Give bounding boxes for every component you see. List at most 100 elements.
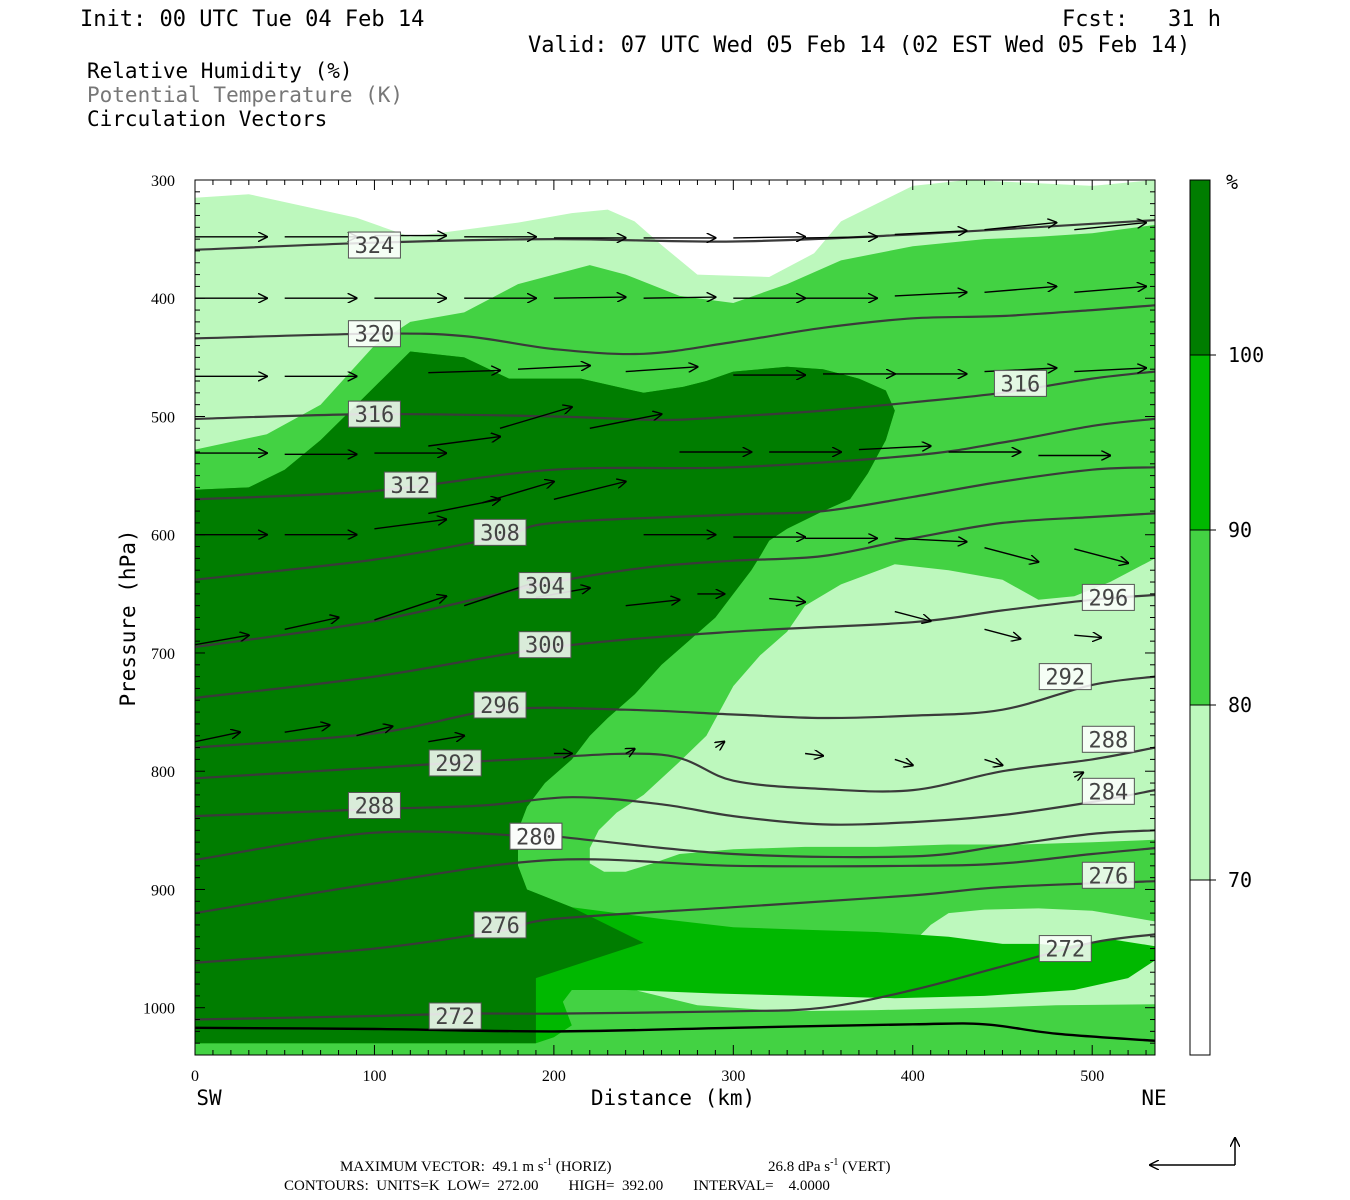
x-endpoint-right: NE: [1141, 1086, 1166, 1110]
x-tick-label: 100: [362, 1068, 386, 1085]
contour-label-284-b: 284: [1081, 777, 1135, 805]
contour-label-text: 276: [1088, 864, 1128, 889]
circulation-vector: [625, 367, 698, 372]
circulation-vector: [984, 547, 1039, 562]
circulation-vector: [428, 437, 500, 447]
theta-contour-276: [195, 880, 1155, 964]
theta-contour-280: [195, 847, 1155, 915]
contour-label-304: 304: [518, 572, 572, 600]
circulation-vector: [1074, 286, 1146, 293]
contour-labels: 324 320 316 316 312 308 304 300 296 296 292 292 288 2…: [347, 231, 1135, 1030]
circulation-vector: [984, 223, 1057, 231]
circulation-vector: [481, 482, 554, 504]
contour-label-288-b: 288: [1081, 725, 1135, 753]
circulation-vector: [984, 628, 1021, 639]
contour-label-272-b: 272: [1038, 935, 1092, 963]
circulation-vector: [715, 742, 724, 748]
contour-label-316: 316: [347, 400, 401, 428]
y-tick-label: 400: [151, 291, 175, 308]
colorbar-segment: [1189, 704, 1211, 881]
theta-contour-312: [195, 417, 1155, 501]
y-axis-label: Pressure (hPa): [116, 529, 140, 706]
circulation-vector: [284, 618, 339, 630]
contour-label-276-b: 276: [1081, 861, 1135, 889]
y-tick-label: 1000: [143, 1001, 175, 1018]
circulation-vector: [858, 446, 931, 450]
circulation-vector: [805, 754, 823, 756]
contour-label-text: 300: [525, 634, 565, 659]
contour-label-text: 292: [435, 752, 475, 777]
circulation-vector: [1074, 368, 1146, 372]
y-tick-label: 600: [151, 528, 175, 545]
contour-label-308: 308: [473, 518, 527, 546]
circulation-vector: [374, 519, 446, 530]
contour-label-text: 280: [516, 825, 556, 850]
circulation-vector: [428, 736, 464, 743]
forecast-hour: Fcst: 31 h: [1062, 7, 1221, 32]
theta-contour-292: [195, 746, 1155, 793]
circulation-vector: [356, 726, 393, 737]
theta-contour-272: [195, 933, 1155, 1021]
circulation-vector: [733, 237, 805, 238]
circulation-vector: [769, 599, 805, 603]
circulation-vector: [1074, 223, 1146, 231]
colorbar: 70 80 90 100: [1189, 179, 1264, 1056]
contour-label-text: 308: [480, 521, 520, 546]
colorbar-segment: [1189, 354, 1211, 531]
x-tick-label: 200: [542, 1068, 566, 1085]
circulation-vector: [625, 600, 680, 607]
x-tick-label: 300: [721, 1068, 745, 1085]
circulation-vector: [984, 286, 1057, 293]
theta-contour-300: [195, 593, 1155, 699]
init-time: Init: 00 UTC Tue 04 Feb 14: [80, 7, 424, 32]
field-relative-humidity: Relative Humidity (%): [87, 59, 353, 83]
colorbar-label: 100: [1228, 343, 1264, 367]
axes: 0 100 200 300 400 500 300 400 500 600 700 800 900 100…: [143, 173, 1155, 1085]
circulation-vector: [553, 482, 626, 500]
contour-label-text: 296: [480, 694, 520, 719]
contour-label-text: 316: [1001, 372, 1041, 397]
colorbar-segment: [1189, 879, 1211, 1056]
contour-label-320: 320: [347, 320, 401, 348]
circulation-vector: [984, 759, 1003, 765]
contour-label-text: 304: [525, 575, 565, 600]
circulation-vector: [589, 414, 662, 429]
contour-label-text: 316: [355, 403, 395, 428]
circulation-vector: [1074, 772, 1083, 777]
contour-label-text: 312: [390, 474, 430, 499]
circulation-vector: [894, 759, 913, 765]
circulation-vector: [517, 366, 590, 370]
circulation-vector: [195, 635, 249, 646]
max-vector-text: MAXIMUM VECTOR: 49.1 m s-1 (HORIZ): [340, 1157, 612, 1175]
contour-label-276: 276: [473, 911, 527, 939]
colorbar-label: 90: [1228, 518, 1252, 542]
contour-label-296-b: 296: [1081, 583, 1135, 611]
circulation-vector: [284, 725, 330, 733]
max-vertical-text: 26.8 dPa s-1 (VERT): [768, 1157, 890, 1175]
colorbar-unit: %: [1226, 170, 1238, 194]
contour-label-text: 288: [1088, 728, 1128, 753]
contour-label-296: 296: [473, 691, 527, 719]
x-tick-label: 400: [901, 1068, 925, 1085]
circulation-vector: [374, 596, 446, 621]
circulation-vector: [1074, 635, 1101, 637]
colorbar-label: 80: [1228, 693, 1252, 717]
y-tick-label: 500: [151, 409, 175, 426]
theta-contour-296: [195, 675, 1155, 749]
contour-label-text: 276: [480, 914, 520, 939]
colorbar-label: 70: [1228, 868, 1252, 892]
contour-label-text: 272: [435, 1005, 475, 1030]
contour-label-316-b: 316: [993, 369, 1047, 397]
rh-shading: [195, 180, 1155, 1055]
reference-vector: [1150, 1138, 1235, 1165]
circulation-vector: [499, 407, 572, 429]
theta-contour-288: [195, 789, 1155, 826]
x-axis-label: Distance (km): [591, 1086, 755, 1110]
circulation-vector: [805, 237, 877, 238]
contour-label-292: 292: [428, 749, 482, 777]
contour-label-text: 320: [355, 323, 395, 348]
circulation-vector: [626, 749, 635, 754]
circulation-vector: [894, 292, 967, 296]
contour-label-text: 324: [355, 234, 395, 259]
